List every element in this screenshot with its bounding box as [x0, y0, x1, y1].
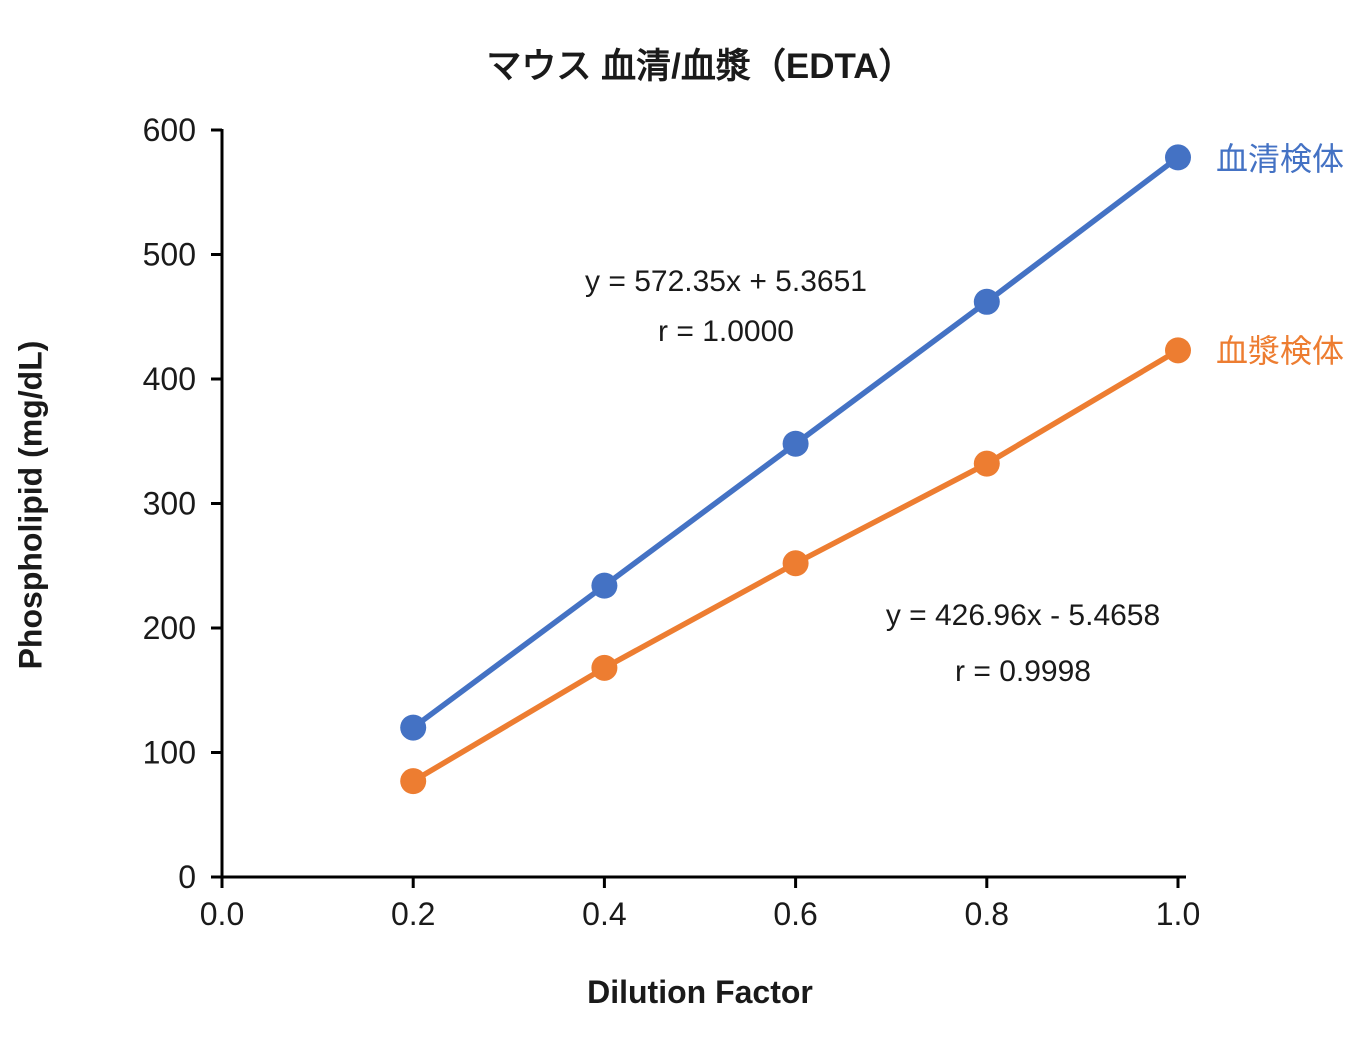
data-point-serum [973, 288, 1000, 315]
x-tick-label: 0.2 [391, 896, 435, 932]
x-axis-title: Dilution Factor [587, 974, 813, 1010]
x-tick-label: 0.8 [965, 896, 1009, 932]
x-tick-label: 0.6 [773, 896, 817, 932]
data-point-plasma [782, 550, 809, 577]
plasma-equation-label: y = 426.96x - 5.4658 [885, 599, 1161, 632]
data-point-plasma [1165, 337, 1191, 364]
data-point-plasma [400, 768, 427, 795]
data-point-serum [782, 430, 809, 457]
data-point-plasma [591, 654, 618, 681]
plasma-r-value-label: r = 0.9998 [955, 655, 1091, 688]
y-tick-label: 300 [143, 486, 196, 522]
data-point-plasma [973, 450, 1000, 477]
x-tick-label: 0.0 [200, 896, 244, 932]
x-tick-label: 1.0 [1156, 896, 1200, 932]
x-tick-label: 0.4 [582, 896, 626, 932]
serum-equation-label: y = 572.35x + 5.3651 [585, 265, 867, 298]
data-point-serum [400, 714, 427, 741]
y-axis-title: Phospholipid (mg/dL) [12, 340, 49, 670]
y-tick-label: 0 [178, 859, 196, 895]
y-tick-label: 100 [143, 735, 196, 771]
series-label-plasma: 血漿検体 [1216, 333, 1345, 369]
data-point-serum [1165, 144, 1191, 171]
y-tick-label: 200 [143, 610, 196, 646]
y-tick-label: 400 [143, 361, 196, 397]
series-label-serum: 血清検体 [1216, 141, 1345, 177]
y-tick-label: 500 [143, 237, 196, 273]
data-point-serum [591, 572, 618, 599]
y-tick-label: 600 [143, 112, 196, 148]
serum-r-value-label: r = 1.0000 [658, 315, 794, 348]
chart-title: マウス 血清/血漿（EDTA） [486, 47, 914, 86]
